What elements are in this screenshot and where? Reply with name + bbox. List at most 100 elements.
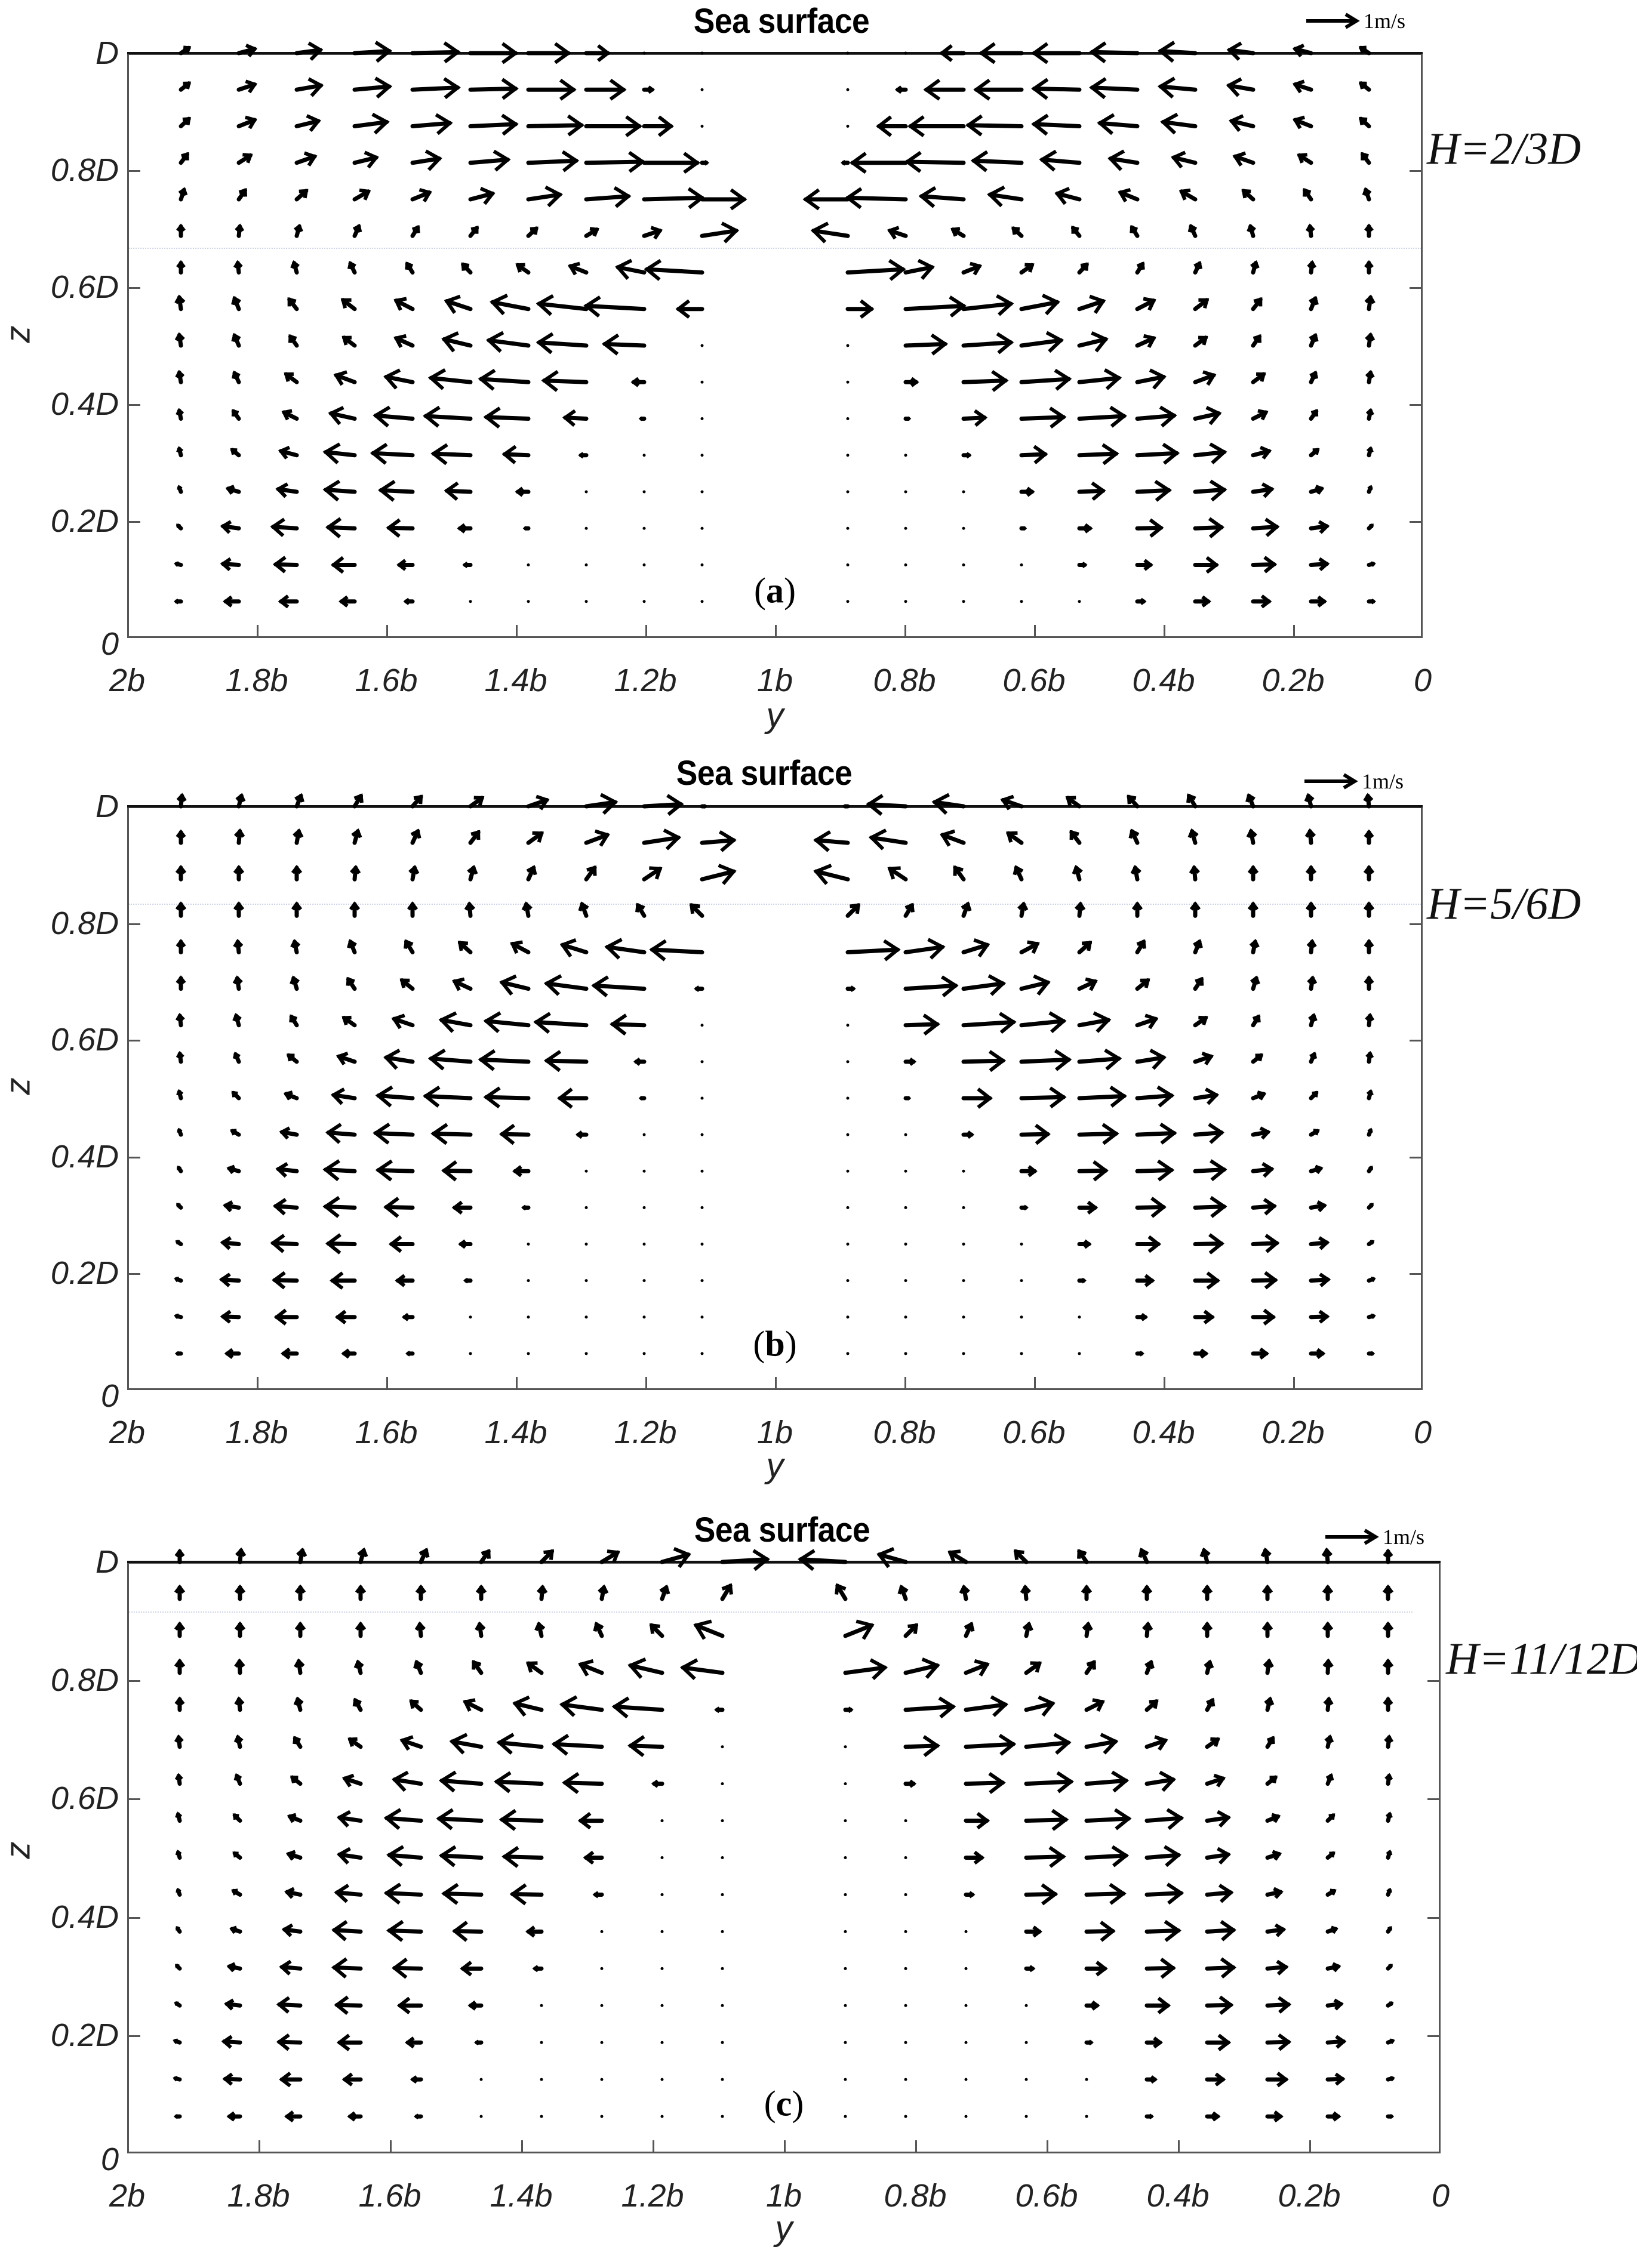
y-tick-mark <box>127 170 140 172</box>
velocity-arrow <box>1292 44 1313 58</box>
velocity-arrow <box>642 828 682 850</box>
x-tick-label: 1b <box>756 662 793 698</box>
velocity-arrow <box>1193 261 1203 275</box>
vector-point <box>700 1315 704 1319</box>
vector-point <box>479 2078 483 2081</box>
vector-point <box>527 1315 530 1319</box>
velocity-arrow <box>947 1549 968 1564</box>
velocity-arrow <box>845 903 861 918</box>
velocity-arrow <box>231 332 241 348</box>
velocity-arrow <box>1364 975 1374 991</box>
velocity-arrow <box>222 2072 242 2086</box>
velocity-arrow <box>876 115 908 137</box>
velocity-arrow <box>1024 1695 1056 1717</box>
vector-point <box>844 1930 847 1933</box>
velocity-arrow <box>331 1920 363 1942</box>
vector-point <box>844 2041 847 2044</box>
velocity-arrow <box>1360 152 1371 165</box>
velocity-arrow <box>1260 1547 1272 1564</box>
velocity-arrow <box>953 865 966 882</box>
vector-point <box>1085 2115 1088 2118</box>
velocity-arrow <box>1367 1165 1374 1173</box>
velocity-arrow <box>551 1734 604 1756</box>
vector-point <box>469 600 472 603</box>
velocity-arrow <box>174 598 183 605</box>
y-tick-label: 0.8D <box>50 1662 119 1699</box>
velocity-arrow <box>176 1165 183 1173</box>
velocity-arrow <box>294 1584 306 1601</box>
velocity-arrow <box>383 1808 423 1831</box>
velocity-arrow <box>1297 153 1313 165</box>
velocity-arrow <box>220 1236 241 1250</box>
velocity-arrow <box>720 1583 733 1601</box>
velocity-arrow <box>399 978 415 991</box>
velocity-arrow <box>341 1348 357 1359</box>
velocity-arrow <box>1249 939 1260 954</box>
velocity-arrow <box>468 149 511 172</box>
velocity-arrow <box>270 517 299 537</box>
velocity-arrow <box>978 42 1024 64</box>
velocity-arrow <box>336 1847 363 1865</box>
velocity-arrow <box>236 115 257 130</box>
panel-a-label: (a) <box>754 571 796 611</box>
velocity-arrow <box>1077 1011 1112 1033</box>
velocity-arrow <box>813 864 850 885</box>
velocity-arrow <box>490 294 531 316</box>
velocity-arrow <box>177 485 183 494</box>
velocity-arrow <box>341 335 357 348</box>
velocity-arrow <box>887 866 908 882</box>
velocity-arrow <box>234 828 245 845</box>
vector-point <box>844 1967 847 1970</box>
y-tick-mark <box>1410 170 1423 172</box>
velocity-arrow <box>462 562 473 568</box>
y-tick-mark <box>127 1680 140 1682</box>
vector-point <box>584 563 588 566</box>
velocity-arrow <box>1385 1811 1393 1823</box>
velocity-arrow <box>1309 1090 1319 1101</box>
vector-point <box>660 1930 664 1933</box>
velocity-arrow <box>176 260 186 275</box>
velocity-arrow <box>1135 1159 1175 1182</box>
velocity-arrow <box>1251 1090 1267 1101</box>
vector-point <box>700 125 704 128</box>
velocity-arrow <box>294 1658 305 1675</box>
vector-point <box>642 1243 646 1246</box>
velocity-arrow <box>584 829 610 847</box>
velocity-arrow <box>679 1658 725 1680</box>
velocity-arrow <box>1251 334 1262 348</box>
velocity-arrow <box>961 369 1009 392</box>
velocity-arrow <box>1186 793 1198 809</box>
velocity-arrow <box>1386 2113 1395 2119</box>
velocity-arrow <box>273 1308 299 1326</box>
vector-point <box>642 563 646 566</box>
velocity-arrow <box>438 1845 484 1868</box>
velocity-arrow <box>903 377 919 387</box>
x-tick-mark <box>775 625 777 638</box>
velocity-arrow <box>1251 594 1272 609</box>
velocity-arrow <box>383 368 415 390</box>
vector-point <box>642 1279 646 1283</box>
velocity-arrow <box>1127 794 1140 809</box>
y-tick-mark <box>1410 1273 1423 1275</box>
vector-point <box>844 1856 847 1859</box>
velocity-arrow <box>467 865 478 882</box>
scale-arrow-icon <box>1304 773 1358 790</box>
velocity-arrow <box>1309 409 1319 421</box>
x-tick-mark <box>904 625 906 638</box>
velocity-arrow <box>1199 1547 1211 1564</box>
velocity-arrow <box>532 1965 544 1973</box>
vector-point <box>1020 1243 1023 1246</box>
velocity-arrow <box>714 1706 725 1714</box>
velocity-arrow <box>177 1127 183 1137</box>
velocity-arrow <box>1077 523 1093 534</box>
x-tick-mark <box>516 625 518 638</box>
velocity-arrow <box>176 223 186 238</box>
velocity-arrow <box>961 332 1014 355</box>
velocity-arrow <box>802 188 850 211</box>
x-tick-label: 0.8b <box>873 662 936 698</box>
velocity-arrow <box>1293 115 1313 130</box>
velocity-arrow <box>272 1271 299 1290</box>
vector-point <box>1024 2115 1028 2118</box>
velocity-arrow <box>509 1883 544 1906</box>
velocity-arrow <box>1386 1887 1392 1897</box>
